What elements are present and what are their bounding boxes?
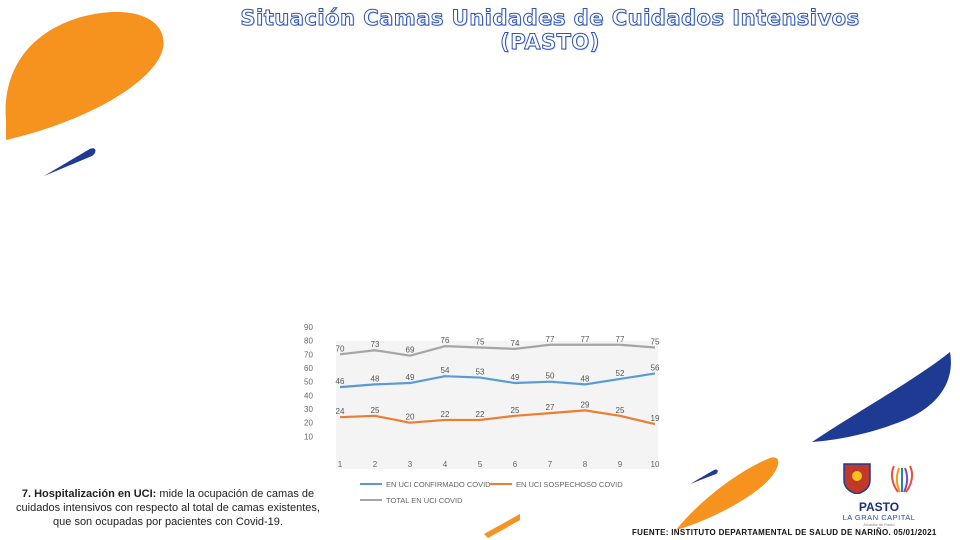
orange-stroke-bottom-left: [484, 514, 520, 538]
y-tick-label: 70: [304, 350, 313, 359]
data-label: 54: [441, 366, 450, 375]
y-tick-label: 60: [304, 364, 313, 373]
data-labels: 46 48 49 54 53 49 50 48 52 56 24 25 20 22 22 25 27 29 25 19…: [336, 335, 660, 423]
description-text: mide la ocupación de camas de cuidados i…: [16, 488, 320, 528]
description-heading: 7. Hospitalización en UCI:: [21, 488, 157, 500]
orange-swoosh-bottom: [676, 457, 779, 530]
y-tick-label: 20: [304, 419, 313, 428]
data-label: 75: [476, 338, 485, 347]
data-label: 49: [511, 373, 520, 382]
data-label: 48: [371, 374, 380, 383]
x-tick-label: 3: [408, 460, 413, 469]
data-label: 50: [546, 372, 555, 381]
x-tick-label: 4: [443, 460, 448, 469]
x-tick-label: 5: [478, 460, 483, 469]
x-axis: 1 2 3 4 5 6 7 8 9 10: [338, 460, 660, 469]
series-line: [339, 372, 656, 389]
navy-stroke-bottom: [690, 469, 718, 484]
data-label: 73: [371, 340, 380, 349]
logo-name: PASTO: [858, 500, 900, 514]
data-label: 20: [406, 413, 415, 422]
data-label: 46: [336, 377, 345, 386]
data-label: 48: [581, 374, 590, 383]
data-label: 77: [546, 335, 555, 344]
x-tick-label: 1: [338, 460, 343, 469]
x-tick-label: 7: [548, 460, 553, 469]
legend: EN UCI CONFIRMADO COVID EN UCI SOSPECHOSO…: [360, 480, 623, 505]
y-tick-label: 30: [304, 405, 313, 414]
data-label: 77: [616, 335, 625, 344]
indicator-description: 7. Hospitalización en UCI: mide la ocupa…: [8, 487, 328, 529]
data-label: 53: [476, 368, 485, 377]
data-label: 24: [336, 407, 345, 416]
data-label: 74: [511, 339, 520, 348]
data-label: 70: [336, 344, 345, 353]
data-label: 76: [441, 336, 450, 345]
data-label: 19: [651, 414, 660, 423]
legend-label: TOTAL EN UCI COVID: [386, 496, 463, 505]
data-label: 52: [616, 369, 625, 378]
y-tick-label: 80: [304, 337, 313, 346]
data-label: 25: [616, 406, 625, 415]
x-tick-label: 9: [618, 460, 623, 469]
data-label: 77: [581, 335, 590, 344]
logo-tagline: Alcaldía de Pasto: [863, 522, 895, 527]
sun-rays-icon: [890, 465, 914, 493]
y-tick-label: 90: [304, 323, 313, 332]
legend-label: EN UCI SOSPECHOSO COVID: [516, 480, 623, 489]
y-axis: 10 20 30 40 50 60 70 80 90: [304, 323, 313, 441]
page-title: Situación Camas Unidades de Cuidados Int…: [240, 6, 860, 55]
x-tick-label: 6: [513, 460, 518, 469]
pasto-logo: PASTO LA GRAN CAPITAL Alcaldía de Pasto: [836, 462, 922, 527]
series-lines: [339, 343, 656, 426]
data-label: 69: [406, 346, 415, 355]
series-line: [339, 343, 656, 357]
data-label: 22: [476, 410, 485, 419]
x-tick-label: 10: [651, 460, 660, 469]
navy-stroke-top-left: [44, 148, 96, 176]
data-label: 56: [651, 363, 660, 372]
data-source: FUENTE: INSTITUTO DEPARTAMENTAL DE SALUD…: [632, 528, 937, 537]
data-label: 25: [511, 406, 520, 415]
data-label: 22: [441, 410, 450, 419]
data-label: 29: [581, 400, 590, 409]
y-tick-label: 40: [304, 391, 313, 400]
data-label: 25: [371, 406, 380, 415]
x-tick-label: 2: [373, 460, 378, 469]
orange-swoosh-top-left: [5, 11, 164, 141]
data-label: 75: [651, 338, 660, 347]
legend-label: EN UCI CONFIRMADO COVID: [386, 480, 491, 489]
logo-emblem: [843, 463, 914, 495]
navy-swoosh-right: [812, 352, 951, 442]
series-line: [339, 409, 656, 426]
x-tick-label: 8: [583, 460, 588, 469]
y-tick-label: 10: [304, 432, 313, 441]
data-label: 49: [406, 373, 415, 382]
plot-area-background: [336, 341, 658, 469]
data-label: 27: [546, 403, 555, 412]
y-tick-label: 50: [304, 378, 313, 387]
logo-subtitle: LA GRAN CAPITAL: [842, 513, 916, 522]
